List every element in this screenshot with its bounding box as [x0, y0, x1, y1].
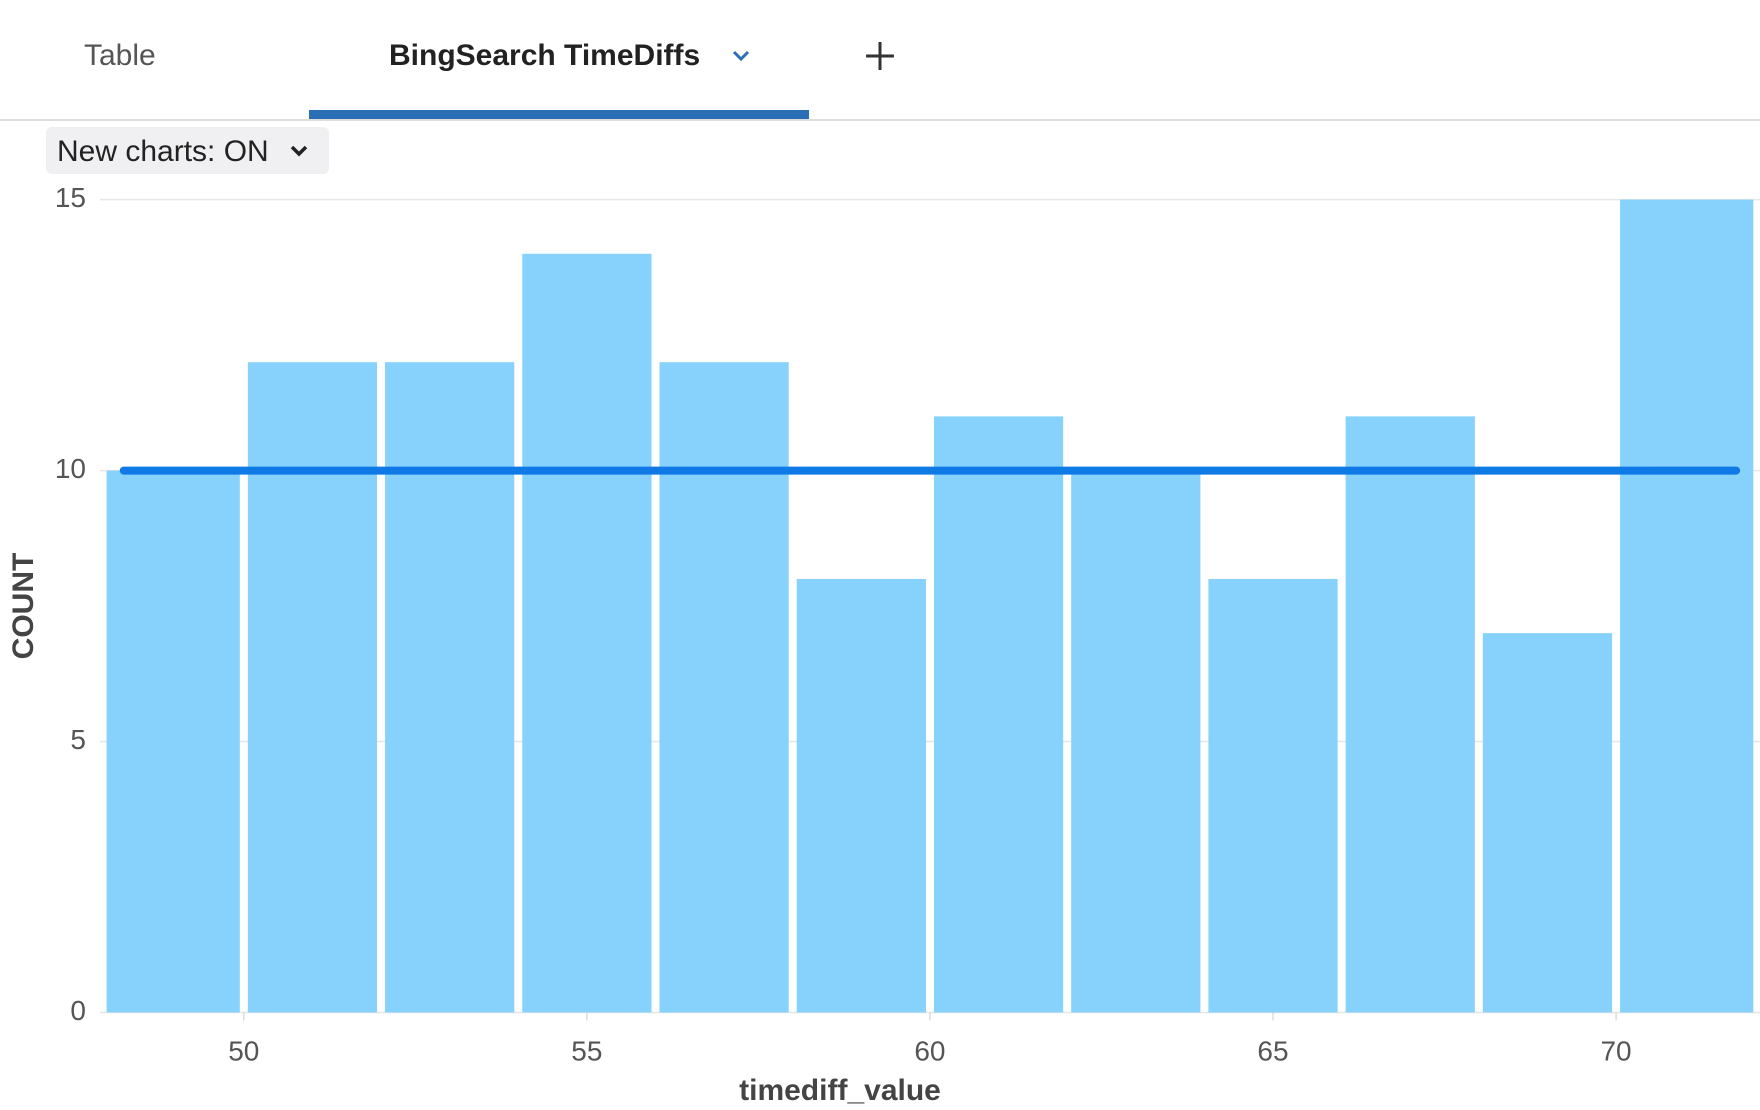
tab-active[interactable]: BingSearch TimeDiffs: [389, 39, 700, 72]
x-axis-label: timediff_value: [739, 1074, 941, 1107]
toggle-label[interactable]: New charts: ON: [57, 135, 269, 168]
tab-chevron[interactable]: [732, 50, 750, 62]
bar: [659, 362, 789, 1013]
toggle-button[interactable]: [46, 127, 329, 174]
bar: [522, 253, 652, 1013]
x-tick-label: 55: [571, 1035, 602, 1066]
bar: [1620, 199, 1754, 1013]
bar: [385, 362, 515, 1013]
bar: [1208, 578, 1338, 1013]
tab-underline: [309, 110, 809, 119]
bar: [796, 578, 926, 1013]
add-tab[interactable]: [866, 42, 894, 70]
bar: [106, 470, 240, 1013]
x-tick-label: 70: [1600, 1035, 1631, 1066]
toggle-chevron[interactable]: [290, 145, 308, 157]
y-tick-label: 15: [55, 182, 86, 213]
bar: [1345, 416, 1475, 1013]
tab[interactable]: Table: [84, 39, 156, 72]
x-tick-label: 50: [228, 1035, 259, 1066]
x-tick-label: 60: [914, 1035, 945, 1066]
bar: [933, 416, 1064, 1013]
bar: [1482, 633, 1613, 1013]
bar: [1071, 470, 1201, 1013]
y-tick-label: 10: [55, 453, 86, 484]
y-tick-label: 0: [70, 995, 86, 1026]
bar: [247, 362, 378, 1013]
y-axis-label: COUNT: [7, 553, 40, 660]
y-tick-label: 5: [70, 724, 86, 755]
x-tick-label: 65: [1257, 1035, 1288, 1066]
